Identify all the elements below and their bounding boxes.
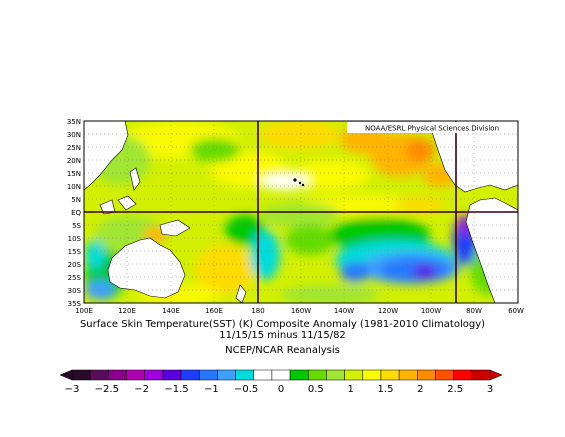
colorbar-swatch (289, 369, 309, 381)
colorbar-label: 2 (417, 384, 423, 395)
colorbar-swatch (235, 369, 254, 381)
credit-label: NOAA/ESRL Physical Sciences Division (365, 125, 499, 133)
colorbar-swatch (471, 369, 491, 381)
credit-box (347, 122, 517, 133)
colorbar-swatch (217, 369, 236, 381)
lat-axis: 35N 30N 25N 20N 15N 10N 5N EQ 5S 10S 15S… (67, 118, 82, 308)
colorbar-label: 1.5 (378, 384, 394, 395)
colorbar-swatch (144, 369, 164, 381)
lat-label: 15S (68, 248, 82, 256)
lat-label: 25N (67, 144, 81, 152)
colorbar-swatch (435, 369, 454, 381)
colorbar-swatch (198, 369, 218, 381)
colorbar-arrow-high (489, 369, 503, 381)
lat-label: EQ (71, 209, 81, 217)
lon-axis: 100E 120E 140E 160E 180 160W 140W 120W 1… (75, 307, 524, 315)
colorbar-label: 3 (487, 384, 493, 395)
colorbar-swatch (326, 369, 345, 381)
lon-label: 120E (118, 307, 136, 315)
colorbar-swatch (344, 369, 364, 381)
anomaly-field (84, 121, 518, 303)
lat-label: 20N (67, 157, 81, 165)
lon-label: 100E (75, 307, 93, 315)
lon-label: 160W (291, 307, 311, 315)
colorbar-label: 1 (347, 384, 353, 395)
lon-label: 80W (466, 307, 482, 315)
lon-label: 180 (251, 307, 264, 315)
colorbar-swatch (380, 369, 400, 381)
lat-label: 20S (68, 261, 82, 269)
lat-label: 25S (68, 274, 82, 282)
colorbar-label: −1 (204, 384, 219, 395)
colorbar-swatch (108, 369, 127, 381)
colorbar-swatch (71, 369, 91, 381)
lat-label: 30S (68, 287, 82, 295)
colorbar-arrow-low (59, 369, 73, 381)
lat-label: 10S (68, 235, 82, 243)
colorbar: −3 −2.5 −2 −1.5 −1 −0.5 0 0.5 1 1.5 2 2.5 3 (59, 369, 503, 395)
lon-label: 120W (378, 307, 398, 315)
lat-label: 10N (67, 183, 81, 191)
lon-label: 60W (508, 307, 524, 315)
colorbar-swatch (126, 369, 145, 381)
colorbar-swatch (253, 369, 273, 381)
colorbar-label: 0 (278, 384, 284, 395)
lon-label: 140E (162, 307, 180, 315)
colorbar-swatch (271, 369, 291, 381)
colorbar-swatch (89, 369, 109, 381)
colorbar-label: −2.5 (95, 384, 119, 395)
lat-label: 15N (67, 170, 81, 178)
lat-label: 5N (71, 196, 81, 204)
colorbar-label: −1.5 (164, 384, 188, 395)
colorbar-label: −0.5 (234, 384, 258, 395)
colorbar-swatch (362, 369, 382, 381)
lat-label: 35S (68, 300, 82, 308)
region-box-lines (84, 121, 518, 303)
caption-source: NCEP/NCAR Reanalysis (225, 345, 340, 356)
lon-label: 140W (334, 307, 354, 315)
colorbar-swatch (417, 369, 436, 381)
caption-dates: 11/15/15 minus 11/15/82 (219, 330, 346, 341)
colorbar-label: −3 (65, 384, 80, 395)
lon-label: 160E (205, 307, 223, 315)
colorbar-label: 0.5 (308, 384, 324, 395)
colorbar-label: −2 (134, 384, 149, 395)
colorbar-label: 2.5 (447, 384, 463, 395)
map-frame (83, 120, 519, 304)
colorbar-swatch (398, 369, 418, 381)
lat-label: 5S (72, 222, 81, 230)
lat-label: 35N (67, 118, 81, 126)
colorbar-swatch (180, 369, 200, 381)
colorbar-swatch (162, 369, 182, 381)
caption-title: Surface Skin Temperature(SST) (K) Compos… (79, 319, 486, 330)
lat-label: 30N (67, 131, 81, 139)
colorbar-swatch (453, 369, 473, 381)
colorbar-swatch (308, 369, 327, 381)
lon-label: 100W (421, 307, 441, 315)
